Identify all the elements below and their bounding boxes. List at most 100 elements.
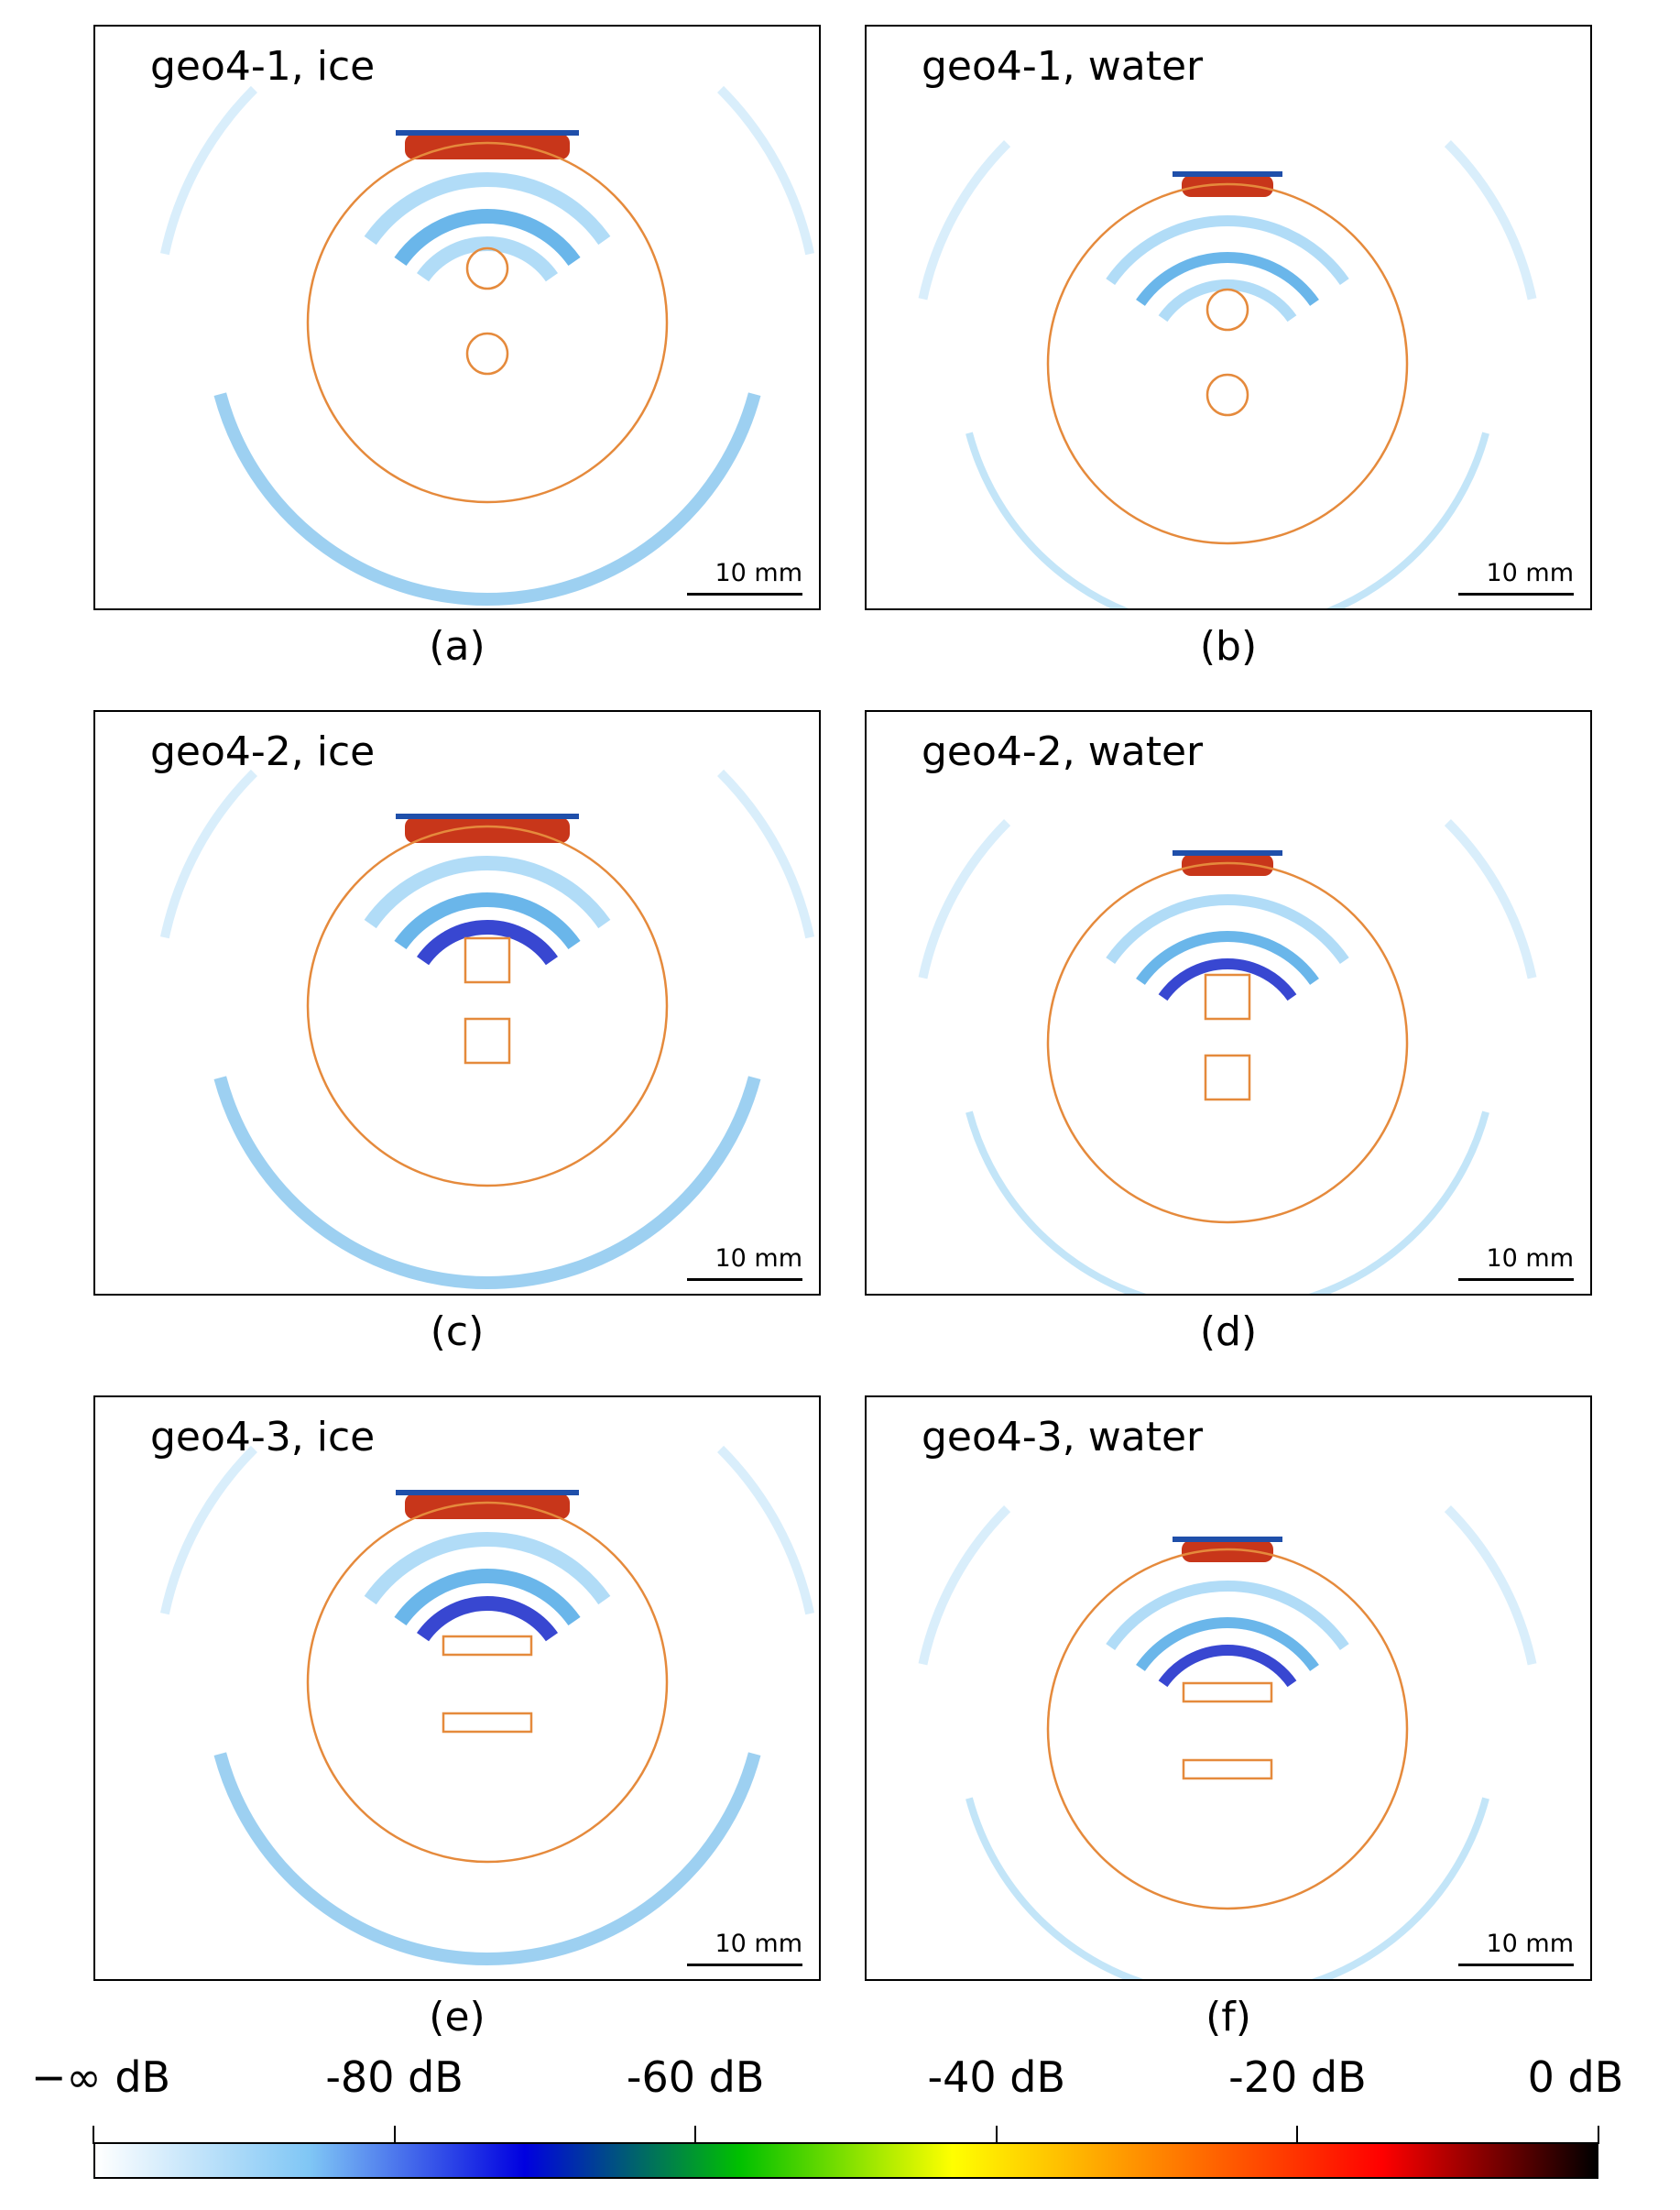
colorbar-tick: [1296, 2126, 1299, 2144]
faint-arc-left: [159, 85, 257, 256]
outer-reflection-arc: [213, 392, 761, 606]
circular-inclusion: [465, 246, 509, 290]
field-map: [918, 819, 1537, 1294]
circular-inclusion: [1205, 288, 1249, 332]
scale-bar: 10 mm: [1458, 559, 1574, 596]
square-inclusion: [464, 936, 511, 984]
faint-arc-left: [918, 1505, 1011, 1666]
outer-reflection-arc: [965, 1797, 1489, 1979]
panel-caption: (d): [1199, 1308, 1258, 1355]
domain-outline: [1046, 861, 1409, 1224]
wave-band: [1158, 1645, 1297, 1688]
faint-arc-left: [159, 1445, 257, 1615]
scale-bar: 10 mm: [1458, 1930, 1574, 1966]
source-hotspot: [405, 817, 570, 843]
wave-band: [1158, 279, 1297, 323]
scale-bar-label: 10 mm: [1486, 1244, 1574, 1273]
field-map: [918, 1505, 1537, 1979]
source-hotspot: [405, 134, 570, 159]
wave-band: [394, 892, 581, 950]
field-map: [918, 140, 1537, 608]
faint-arc-right: [1444, 819, 1537, 979]
colorbar-tick-label: 0 dB: [1527, 2052, 1624, 2102]
faint-arc-right: [1444, 1505, 1537, 1666]
colorbar-tick-label: −∞ dB: [30, 2052, 171, 2102]
colorbar-tick-label: -60 dB: [626, 2052, 765, 2102]
source-bar: [1173, 1537, 1282, 1542]
scale-bar-label: 10 mm: [1486, 1930, 1574, 1958]
source-bar: [1173, 850, 1282, 856]
wave-band: [1136, 252, 1319, 306]
square-inclusion: [1204, 973, 1251, 1021]
scale-bar-line: [1458, 1964, 1574, 1966]
slab-inclusion: [442, 1635, 533, 1657]
wave-band: [364, 1532, 611, 1605]
scale-bar-line: [1458, 593, 1574, 596]
colorbar-tick: [995, 2126, 998, 2144]
faint-arc-right: [1444, 140, 1537, 301]
circular-inclusion: [1205, 373, 1249, 417]
source-hotspot: [1182, 1540, 1273, 1562]
heatmap-panel: geo4-3, ice 10 mm: [93, 1395, 821, 1981]
wave-band: [417, 1596, 558, 1642]
source-hotspot: [1182, 854, 1273, 876]
wave-band: [1136, 1617, 1319, 1671]
field-map: [159, 85, 815, 606]
inclusions: [1182, 1681, 1273, 1780]
scale-bar-label: 10 mm: [715, 1930, 802, 1958]
panel-title: geo4-3, water: [922, 1414, 1204, 1461]
panel-caption: (b): [1199, 623, 1258, 670]
scale-bar-line: [687, 1964, 802, 1966]
panel-title: geo4-2, ice: [150, 728, 376, 775]
wave-band: [1158, 958, 1297, 1001]
wave-band: [1136, 931, 1319, 985]
field-map: [159, 769, 815, 1289]
scale-bar: 10 mm: [1458, 1244, 1574, 1281]
panel-caption: (e): [429, 1994, 485, 2040]
slab-inclusion: [442, 1712, 533, 1734]
square-inclusion: [464, 1017, 511, 1065]
domain-outline: [306, 141, 669, 504]
faint-arc-right: [717, 85, 815, 256]
source-bar: [396, 814, 579, 819]
scale-bar: 10 mm: [687, 1930, 802, 1966]
panel-title: geo4-1, water: [922, 43, 1204, 90]
scale-bar: 10 mm: [687, 559, 802, 596]
colorbar-tick-label: -20 dB: [1228, 2052, 1367, 2102]
scale-bar-label: 10 mm: [715, 559, 802, 587]
colorbar-tick: [393, 2126, 396, 2144]
field-map: [159, 1445, 815, 1965]
wave-band: [394, 1569, 581, 1626]
source-hotspot: [405, 1493, 570, 1519]
wave-band: [394, 209, 581, 267]
scale-bar-line: [687, 593, 802, 596]
domain-outline: [306, 825, 669, 1187]
faint-arc-left: [159, 769, 257, 939]
inclusions: [442, 1635, 533, 1734]
faint-arc-right: [717, 769, 815, 939]
heatmap-panel: geo4-1, ice 10 mm: [93, 25, 821, 610]
colorbar-tick: [1598, 2126, 1599, 2144]
heatmap-panel: geo4-3, water 10 mm: [865, 1395, 1592, 1981]
source-bar: [396, 1490, 579, 1495]
slab-inclusion: [1182, 1758, 1273, 1780]
domain-outline: [1046, 182, 1409, 545]
domain-outline: [1046, 1548, 1409, 1910]
panel-caption: (f): [1205, 1994, 1251, 2040]
outer-reflection-arc: [213, 1076, 761, 1289]
source-bar: [396, 130, 579, 136]
colorbar-tick: [694, 2126, 697, 2144]
wave-band: [417, 236, 558, 282]
source-hotspot: [1182, 175, 1273, 197]
colorbar-tick-label: -80 dB: [325, 2052, 464, 2102]
inclusions: [1204, 973, 1251, 1101]
scale-bar: 10 mm: [687, 1244, 802, 1281]
wave-band: [1106, 215, 1349, 285]
source-bar: [1173, 171, 1282, 177]
inclusions: [464, 936, 511, 1065]
heatmap-panel: geo4-2, ice 10 mm: [93, 710, 821, 1296]
panel-title: geo4-3, ice: [150, 1414, 376, 1461]
inclusions: [465, 246, 509, 376]
scale-bar-label: 10 mm: [1486, 559, 1574, 587]
faint-arc-right: [717, 1445, 815, 1615]
